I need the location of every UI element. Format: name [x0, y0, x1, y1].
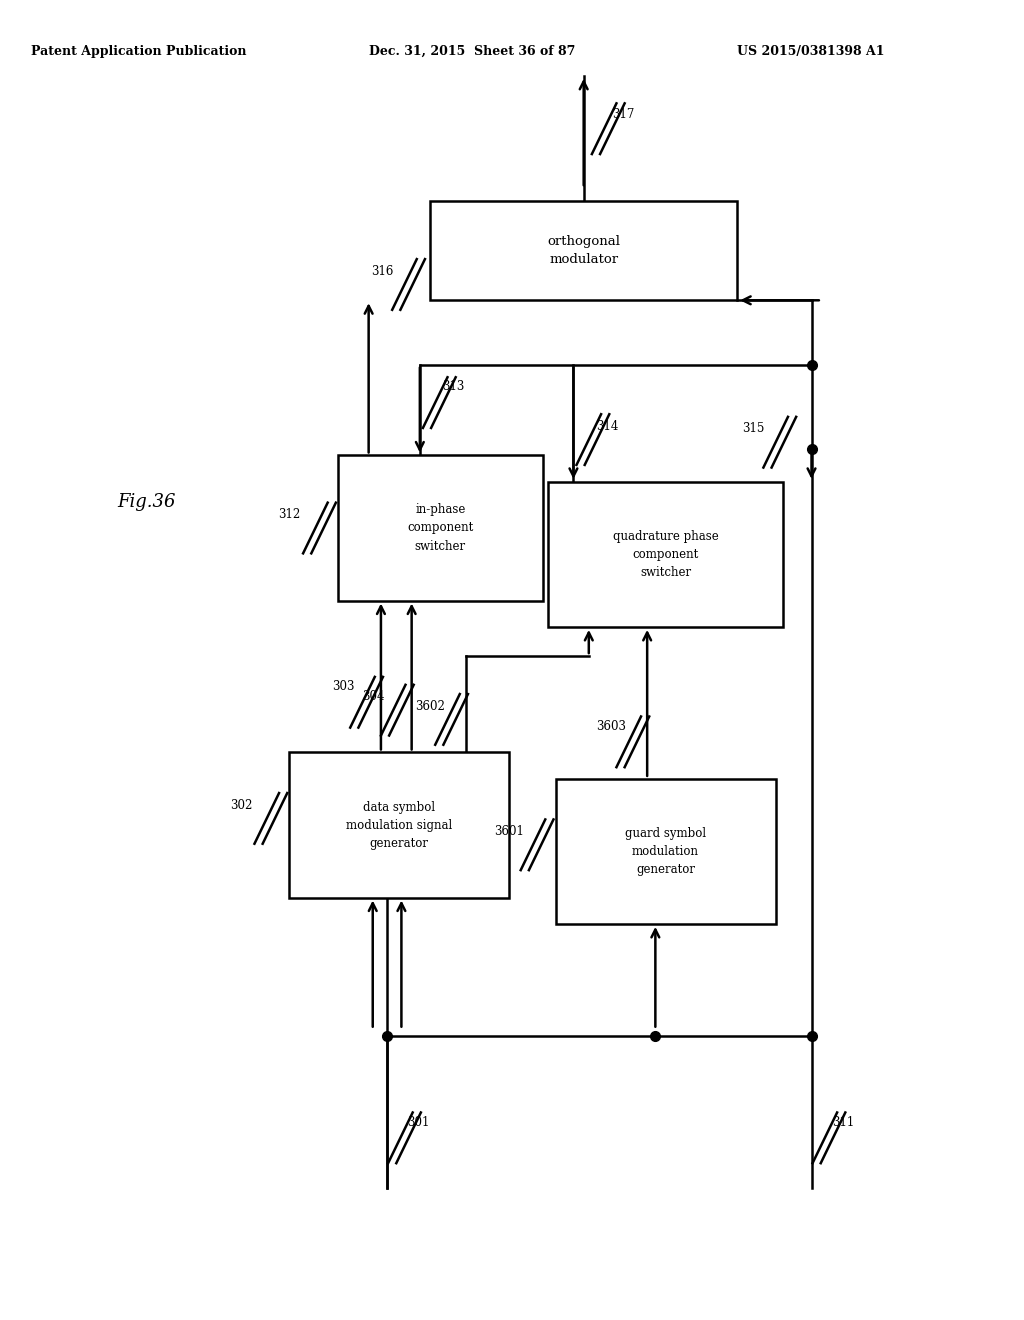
Text: Patent Application Publication: Patent Application Publication: [31, 45, 246, 58]
Text: 312: 312: [279, 508, 301, 521]
Text: 313: 313: [442, 380, 465, 393]
Text: 3601: 3601: [494, 825, 524, 838]
Text: quadrature phase
component
switcher: quadrature phase component switcher: [612, 529, 719, 579]
Text: US 2015/0381398 A1: US 2015/0381398 A1: [737, 45, 885, 58]
Text: 304: 304: [362, 690, 385, 704]
Text: 314: 314: [596, 420, 618, 433]
Text: 311: 311: [833, 1115, 854, 1129]
FancyBboxPatch shape: [430, 201, 737, 300]
Text: 302: 302: [230, 799, 252, 812]
Text: orthogonal
modulator: orthogonal modulator: [547, 235, 621, 267]
Text: 315: 315: [742, 422, 764, 436]
Text: 3603: 3603: [596, 719, 626, 733]
FancyBboxPatch shape: [555, 779, 776, 924]
Text: 3602: 3602: [415, 700, 444, 713]
Text: 303: 303: [332, 680, 354, 693]
Text: 316: 316: [371, 265, 393, 277]
Text: 317: 317: [612, 108, 635, 120]
FancyBboxPatch shape: [338, 455, 543, 601]
FancyBboxPatch shape: [548, 482, 783, 627]
Text: Fig.36: Fig.36: [118, 492, 176, 511]
Text: data symbol
modulation signal
generator: data symbol modulation signal generator: [346, 800, 453, 850]
Text: Dec. 31, 2015  Sheet 36 of 87: Dec. 31, 2015 Sheet 36 of 87: [369, 45, 575, 58]
Text: guard symbol
modulation
generator: guard symbol modulation generator: [625, 826, 707, 876]
Text: in-phase
component
switcher: in-phase component switcher: [408, 503, 473, 553]
Text: 301: 301: [408, 1115, 430, 1129]
FancyBboxPatch shape: [290, 752, 510, 898]
